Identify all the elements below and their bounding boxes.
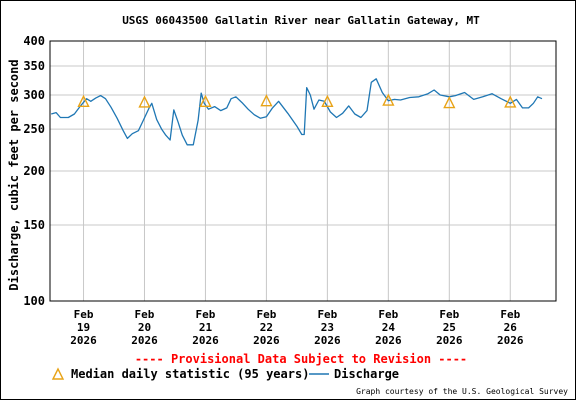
legend-median-label: Median daily statistic (95 years) xyxy=(71,367,309,381)
grid-lines xyxy=(50,41,556,301)
legend-median-marker xyxy=(51,367,65,380)
x-tick-label: Feb xyxy=(317,308,337,321)
x-tick-label: 2026 xyxy=(497,334,524,347)
x-tick-label: 21 xyxy=(199,321,213,334)
x-tick-label: 2026 xyxy=(436,334,463,347)
series-layer xyxy=(51,78,543,146)
x-tick-label: 19 xyxy=(77,321,90,334)
credit-text: Graph courtesy of the U.S. Geological Su… xyxy=(356,387,568,396)
x-tick-label: Feb xyxy=(74,308,94,321)
median-point xyxy=(321,94,334,108)
x-tick-label: Feb xyxy=(500,308,520,321)
x-tick-label: 25 xyxy=(443,321,456,334)
provisional-notice: ---- Provisional Data Subject to Revisio… xyxy=(135,352,467,366)
x-tick-label: Feb xyxy=(256,308,276,321)
x-tick-label: 20 xyxy=(138,321,151,334)
x-tick-label: 2026 xyxy=(314,334,341,347)
y-tick-label: 250 xyxy=(23,122,45,136)
plot-area xyxy=(49,40,557,302)
median-point xyxy=(199,94,212,108)
median-point xyxy=(77,94,90,108)
legend-discharge-label: Discharge xyxy=(334,367,399,381)
y-tick-label: 200 xyxy=(23,164,45,178)
x-tick-label: 2026 xyxy=(70,334,97,347)
x-tick-label: 26 xyxy=(504,321,518,334)
x-tick-label: 2026 xyxy=(253,334,280,347)
discharge-line xyxy=(51,78,543,146)
x-tick-label: 2026 xyxy=(131,334,158,347)
x-tick-label: 2026 xyxy=(375,334,402,347)
median-point xyxy=(382,93,395,106)
median-point xyxy=(260,94,273,107)
y-axis-label: Discharge, cubic feet per second xyxy=(7,59,21,290)
x-tick-label: Feb xyxy=(135,308,155,321)
x-tick-label: Feb xyxy=(378,308,398,321)
x-tick-label: 24 xyxy=(382,321,396,334)
legend: Median daily statistic (95 years) Discha… xyxy=(51,367,399,381)
x-axis-ticks: Feb192026Feb202026Feb212026Feb222026Feb2… xyxy=(70,308,524,347)
y-tick-label: 150 xyxy=(23,218,45,232)
y-axis-ticks: 100 150 200 250 300 350 400 xyxy=(23,34,45,308)
y-tick-label: 100 xyxy=(23,294,45,308)
median-point xyxy=(443,96,456,109)
median-point xyxy=(504,95,517,108)
x-tick-label: 22 xyxy=(260,321,273,334)
chart-title: USGS 06043500 Gallatin River near Gallat… xyxy=(122,14,480,27)
median-point xyxy=(138,95,151,108)
y-tick-label: 300 xyxy=(23,88,45,102)
y-tick-label: 400 xyxy=(23,34,45,48)
x-tick-label: Feb xyxy=(439,308,459,321)
y-tick-label: 350 xyxy=(23,59,45,73)
x-tick-label: 23 xyxy=(321,321,334,334)
x-tick-label: Feb xyxy=(196,308,216,321)
x-tick-label: 2026 xyxy=(192,334,219,347)
